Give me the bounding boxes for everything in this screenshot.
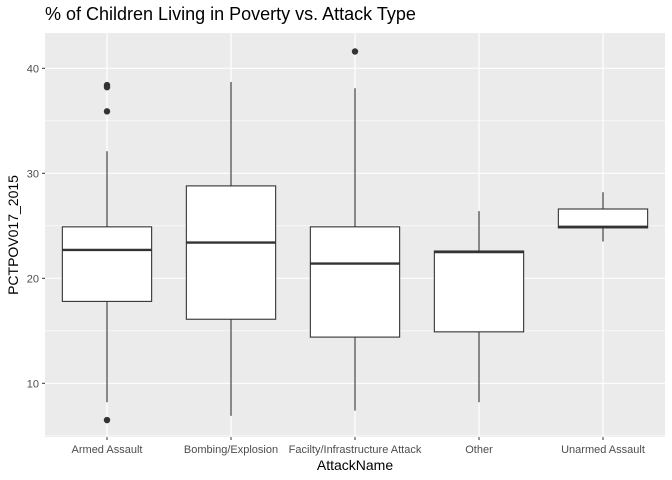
iqr-box — [557, 208, 649, 229]
iqr-box — [185, 185, 277, 320]
x-tick-label: Other — [465, 444, 493, 456]
iqr-box — [61, 226, 153, 302]
x-axis: Armed Assault Bombing/Explosion Facilty/In… — [72, 437, 645, 456]
x-tick-label: Armed Assault — [72, 444, 143, 456]
y-tick-label: 10 — [27, 378, 39, 390]
y-tick-label: 20 — [27, 273, 39, 285]
outlier-point — [103, 84, 111, 91]
box-series — [61, 48, 649, 424]
chart-title: % of Children Living in Poverty vs. Atta… — [45, 4, 416, 24]
box-1 — [185, 81, 277, 416]
iqr-box — [433, 250, 525, 333]
y-tick-label: 40 — [27, 63, 39, 75]
x-tick-label: Bombing/Explosion — [184, 444, 278, 456]
y-tick-label: 30 — [27, 168, 39, 180]
iqr-box — [309, 226, 401, 338]
y-axis-title: PCTPOV017_2015 — [5, 175, 21, 295]
x-tick-label: Facilty/Infrastructure Attack — [289, 444, 422, 456]
box-2 — [309, 48, 401, 411]
outlier-point — [103, 108, 111, 115]
outlier-point — [103, 416, 111, 424]
x-tick-label: Unarmed Assault — [561, 444, 645, 456]
box-4 — [557, 192, 649, 242]
box-0 — [61, 81, 153, 424]
x-axis-title: AttackName — [317, 457, 393, 473]
outlier-point — [351, 48, 359, 55]
y-axis: 10 20 30 40 — [27, 63, 45, 390]
box-3 — [433, 211, 525, 403]
